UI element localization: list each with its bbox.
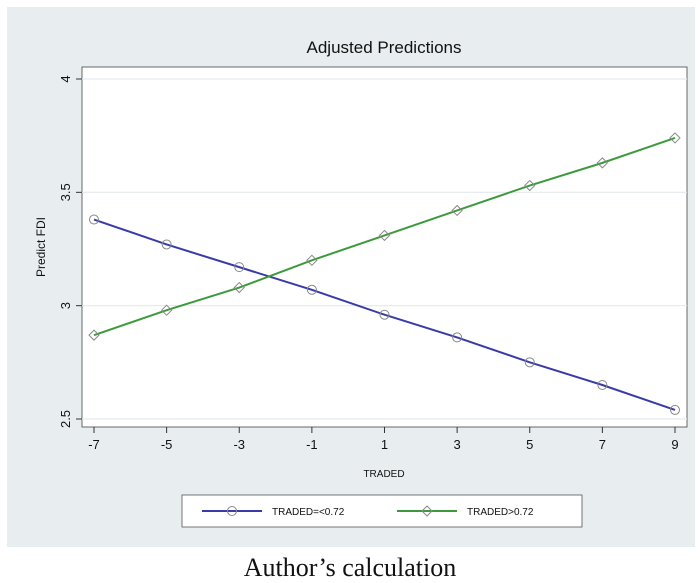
data-point-diamond <box>421 505 433 517</box>
figure-caption: Author’s calculation <box>243 553 457 582</box>
y-tick-label: 4 <box>58 75 73 82</box>
y-tick-label: 3 <box>58 302 73 309</box>
plot-area <box>81 66 688 428</box>
data-point-circle <box>524 357 535 368</box>
data-point-circle <box>379 309 390 320</box>
data-point-diamond <box>378 229 391 242</box>
series-lines <box>88 132 681 415</box>
x-tick-label: 1 <box>381 437 388 452</box>
data-point-circle <box>597 380 608 390</box>
legend: TRADED=<0.72 TRADED>0.72 <box>181 494 583 528</box>
y-axis-label: Predict FDI <box>34 217 48 277</box>
x-tick-label: -5 <box>161 437 173 452</box>
data-point-diamond <box>233 281 245 294</box>
x-tick-label: -3 <box>233 437 245 452</box>
data-point-diamond <box>88 329 100 341</box>
data-point-diamond <box>524 179 536 192</box>
axes: 2.5 3 3.5 4 -7 -5 -3 -1 1 3 5 7 9 <box>58 75 679 452</box>
legend-label: TRADED>0.72 <box>467 507 534 518</box>
chart-panel: 2.5 3 3.5 4 -7 -5 -3 -1 1 3 5 7 9 Adjusted Predictio… <box>7 7 695 547</box>
x-tick-label: 5 <box>526 437 533 452</box>
legend-label: TRADED=<0.72 <box>272 507 345 518</box>
data-point-circle <box>670 404 680 415</box>
x-tick-label: -7 <box>88 437 100 452</box>
data-point-circle <box>89 214 99 225</box>
data-point-circle <box>306 284 317 295</box>
x-tick-label: 9 <box>671 437 678 452</box>
data-point-circle <box>227 506 237 516</box>
data-point-diamond <box>451 204 463 217</box>
data-point-circle <box>452 332 463 343</box>
y-tick-label: 2.5 <box>58 410 73 428</box>
series-line-1 <box>93 218 676 411</box>
x-tick-label: 3 <box>454 437 461 452</box>
chart-title: Adjusted Predictions <box>307 38 462 57</box>
data-point-diamond <box>596 157 609 169</box>
data-point-circle <box>161 239 172 250</box>
data-point-circle <box>234 262 245 273</box>
data-point-diamond <box>669 132 681 144</box>
x-tick-label: 7 <box>599 437 606 452</box>
y-tick-label: 3.5 <box>58 183 73 201</box>
data-point-diamond <box>306 254 318 267</box>
series-line-2 <box>93 136 676 337</box>
line-chart: 2.5 3 3.5 4 -7 -5 -3 -1 1 3 5 7 9 Adjusted Predictio… <box>34 38 688 528</box>
data-point-diamond <box>160 304 173 316</box>
x-tick-label: -1 <box>306 437 318 452</box>
x-axis-label: TRADED <box>363 469 404 480</box>
